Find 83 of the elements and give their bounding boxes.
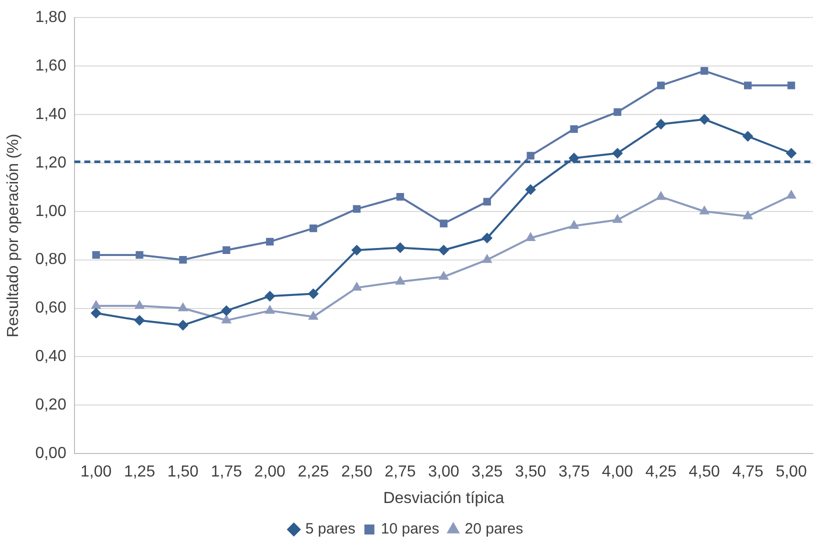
x-tick-label: 1,25	[124, 464, 156, 481]
point	[657, 82, 665, 90]
x-tick-label: 4,50	[688, 464, 720, 481]
x-tick-label: 1,75	[210, 464, 242, 481]
legend-label: 10 pares	[380, 520, 440, 538]
x-tick-label: 3,25	[472, 464, 503, 481]
point	[656, 119, 666, 130]
point	[570, 220, 578, 229]
point	[483, 198, 491, 206]
y-tick-label: 1,80	[35, 9, 66, 26]
point	[309, 224, 318, 232]
point	[656, 192, 666, 200]
y-tick-label: 1,00	[35, 202, 66, 220]
x-tick-label: 1,00	[80, 464, 112, 481]
point	[221, 306, 232, 316]
point	[222, 246, 230, 254]
x-tick-label: 5,00	[776, 464, 807, 481]
point	[742, 131, 753, 142]
point	[308, 312, 318, 320]
x-tick-label: 4,75	[732, 464, 764, 481]
x-tick-label: 1,50	[167, 464, 199, 481]
point	[308, 288, 318, 299]
point	[482, 233, 492, 244]
point	[526, 152, 534, 160]
point	[613, 214, 622, 223]
point	[352, 282, 362, 291]
point	[178, 303, 188, 312]
point	[265, 306, 274, 314]
point	[92, 251, 100, 259]
x-tick-label: 3,75	[558, 464, 590, 481]
point	[222, 315, 231, 324]
point	[395, 242, 406, 253]
x-axis-title: Desviación típica	[383, 490, 504, 507]
point	[526, 184, 536, 195]
point	[744, 82, 752, 90]
y-tick-label: 1,20	[35, 154, 66, 172]
y-tick-label: 1,60	[35, 57, 66, 74]
point	[438, 245, 449, 256]
legend-label: 20 pares	[464, 520, 524, 538]
point	[614, 108, 622, 116]
y-tick-label: 0,40	[35, 348, 66, 366]
x-tick-label: 2,00	[254, 464, 286, 481]
point	[743, 211, 752, 220]
point	[136, 251, 144, 259]
y-tick-label: 0,00	[35, 445, 66, 462]
point	[569, 153, 580, 164]
point	[482, 254, 492, 263]
point	[352, 205, 361, 213]
point	[787, 82, 796, 90]
point	[699, 114, 710, 124]
point	[352, 245, 362, 256]
point	[92, 300, 101, 309]
point	[700, 67, 708, 75]
x-tick-label: 3,50	[515, 464, 546, 481]
point	[396, 193, 404, 201]
x-tick-label: 3,00	[428, 464, 460, 481]
y-tick-label: 0,80	[35, 251, 66, 268]
point	[439, 272, 448, 280]
point	[134, 315, 145, 326]
x-tick-label: 2,25	[298, 464, 329, 481]
x-tick-label: 4,00	[602, 464, 634, 481]
point	[786, 190, 796, 199]
point	[91, 308, 102, 318]
point	[570, 125, 578, 133]
x-tick-label: 2,75	[384, 464, 416, 481]
point	[179, 256, 187, 264]
point	[396, 276, 405, 285]
y-tick-label: 0,60	[35, 300, 66, 317]
y-tick-label: 0,20	[35, 396, 66, 414]
point	[612, 148, 622, 158]
y-tick-label: 1,40	[35, 106, 66, 123]
legend-label: 5 pares	[305, 520, 356, 538]
point	[135, 300, 144, 309]
point	[526, 233, 536, 242]
point	[700, 206, 709, 214]
x-tick-label: 4,25	[645, 464, 677, 481]
point	[440, 220, 448, 228]
x-tick-label: 2,50	[341, 464, 372, 481]
point	[264, 291, 275, 302]
point	[178, 320, 188, 330]
point	[786, 148, 796, 158]
y-axis-title: Resultado por operación (%)	[5, 134, 22, 338]
point	[266, 238, 274, 246]
